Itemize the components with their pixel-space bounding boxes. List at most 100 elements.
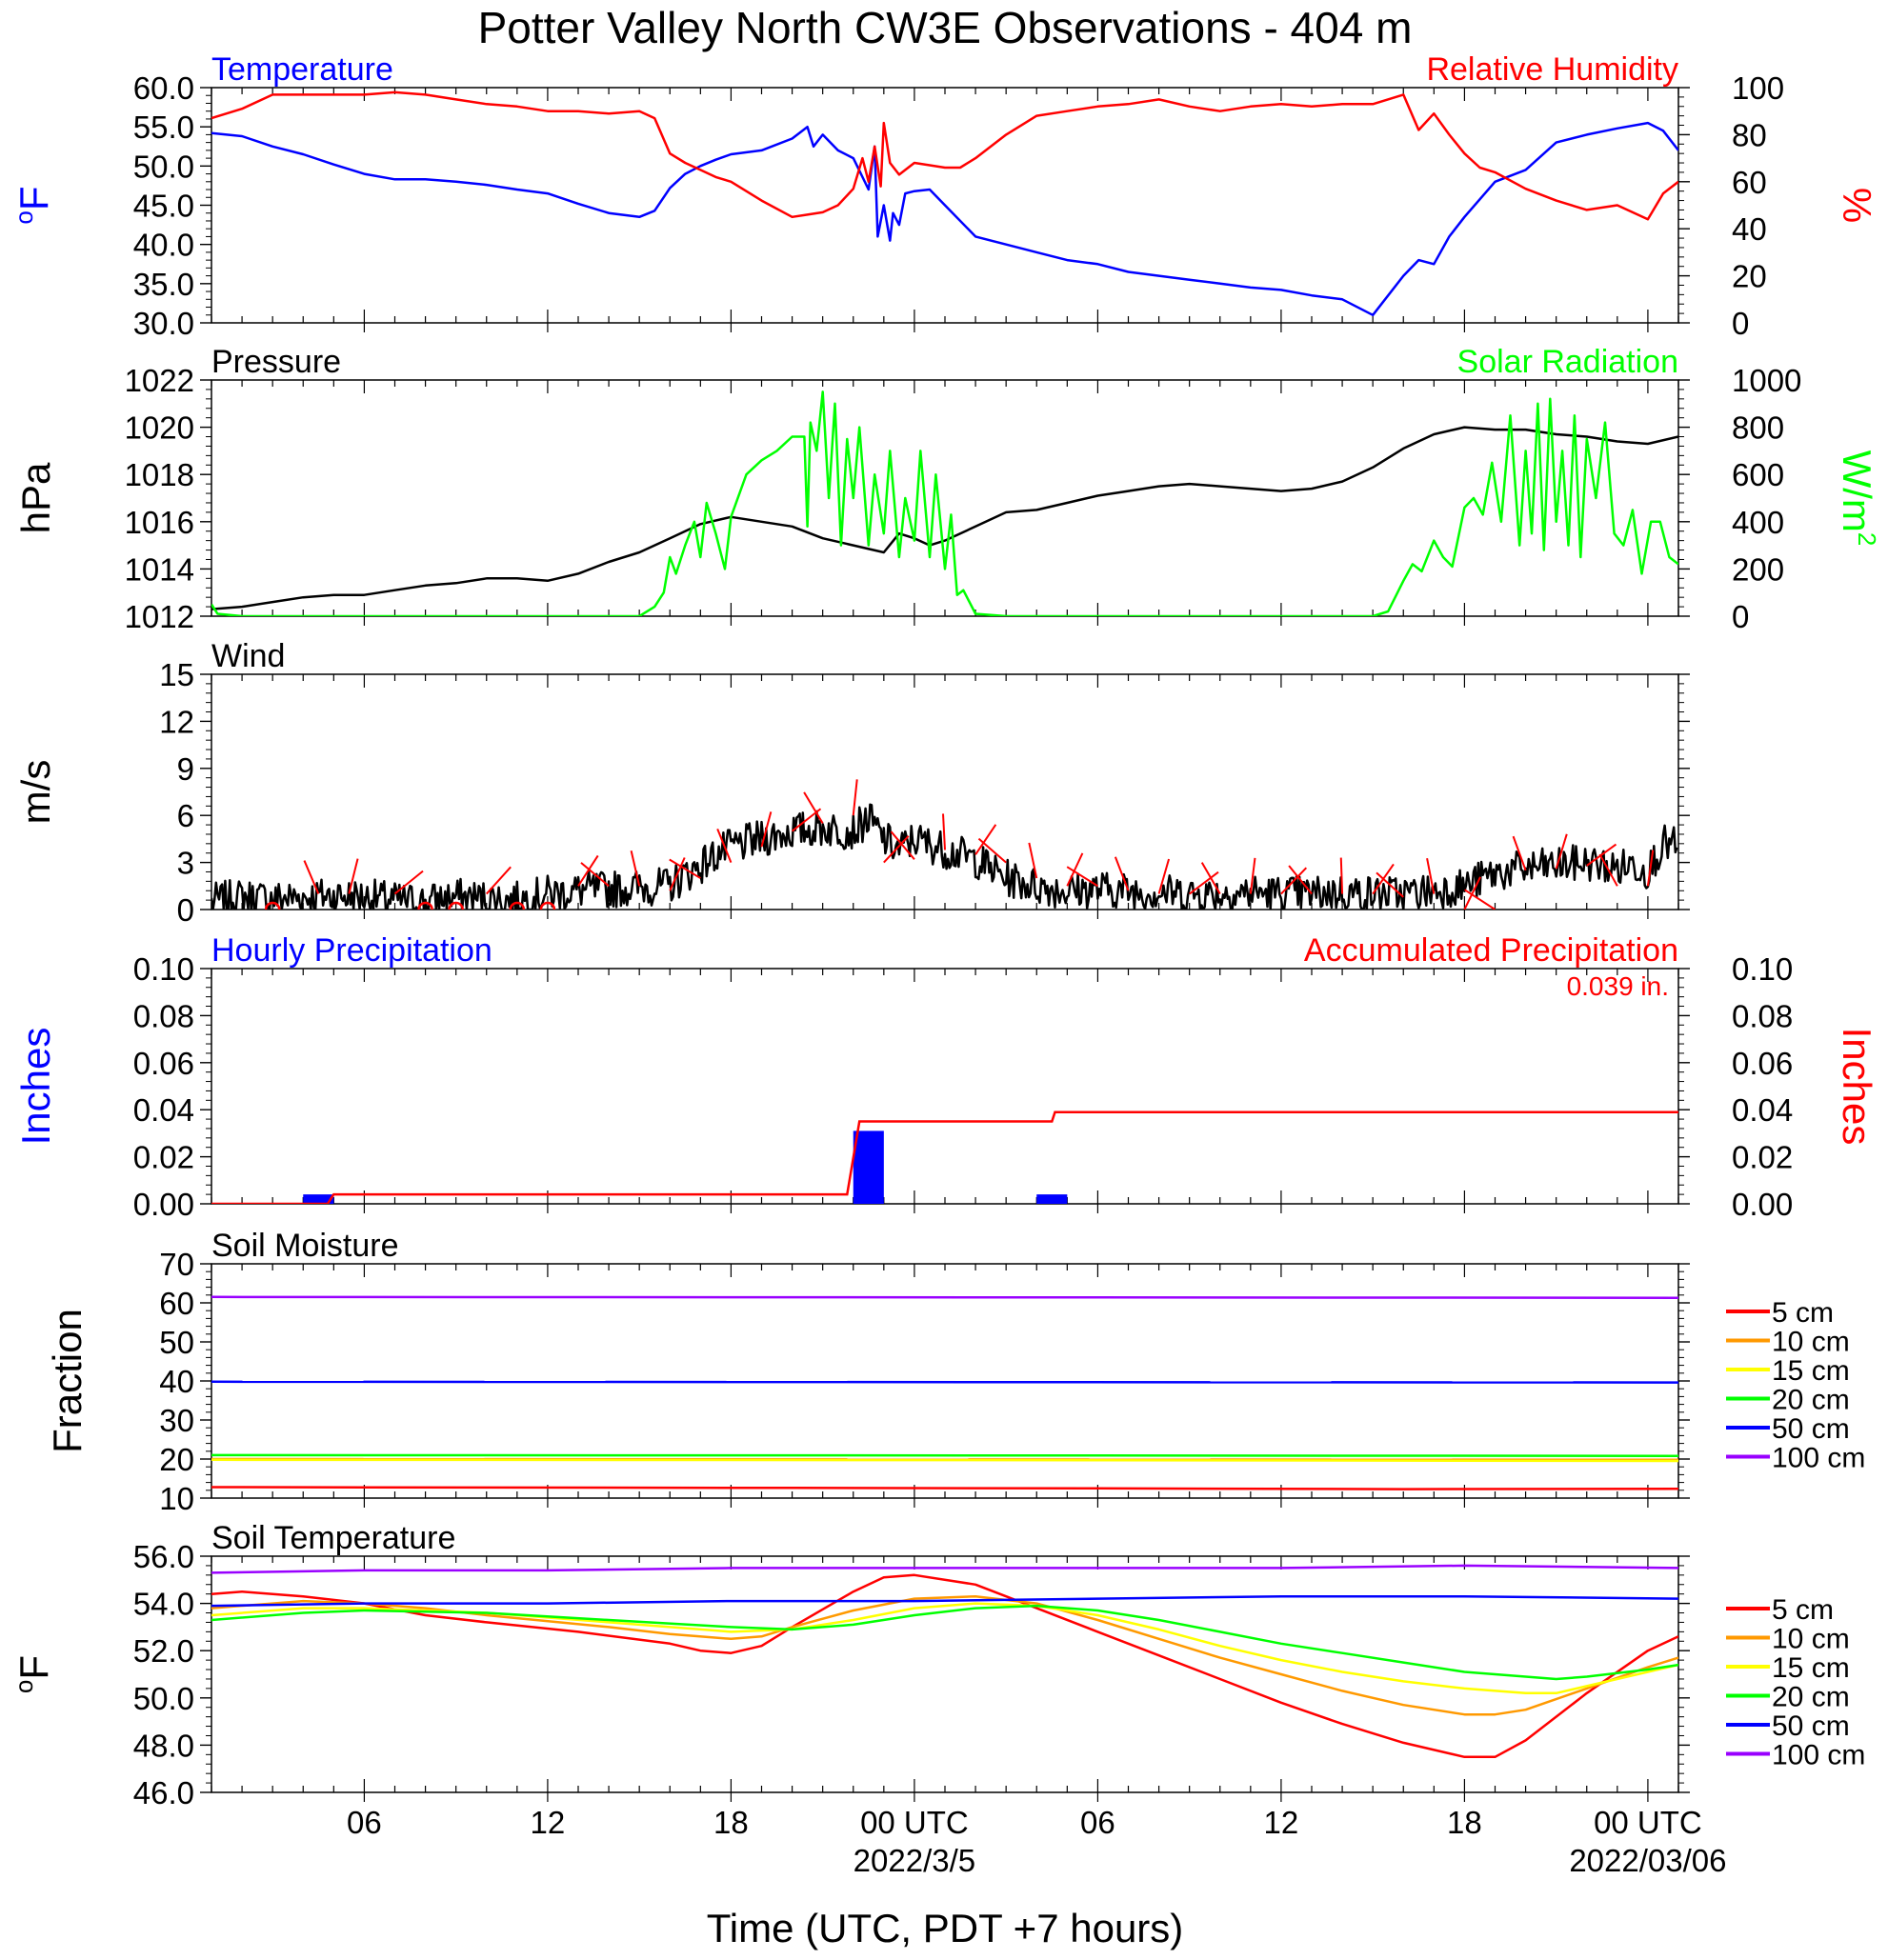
series-line (211, 1594, 1678, 1608)
y-left-tick-label: 0.04 (133, 1092, 194, 1128)
legend-label: 5 cm (1772, 1297, 1834, 1329)
x-tick-label: 06 (347, 1805, 382, 1840)
y-right-tick-label: 0.08 (1732, 998, 1793, 1033)
panel-pres-solar: 1012 1014 1016 1018 1020 1022 0 200 400 600 800 100… (13, 344, 1881, 634)
accumulated-total: 0.039 in. (1567, 971, 1669, 1001)
y-left-tick-label: 10 (159, 1481, 194, 1516)
panel-wind: 0 3 6 9 12 15 Wind m/s (13, 638, 1690, 928)
y-left-tick-label: 6 (177, 798, 194, 833)
x-tick-label: 12 (531, 1805, 566, 1840)
legend-label: 5 cm (1772, 1594, 1834, 1626)
legend-label: 15 cm (1772, 1355, 1850, 1387)
series-line (211, 1564, 1678, 1574)
wind-barb (1426, 858, 1436, 894)
wind-barb (486, 866, 512, 895)
wind-barb (852, 779, 858, 816)
series-line (211, 390, 1678, 616)
x-tick-label: 12 (1264, 1805, 1299, 1840)
plot-area (211, 779, 1678, 910)
wind-barb (1586, 843, 1617, 867)
y-left-label: hPa (13, 462, 58, 533)
series-line (211, 1573, 1678, 1759)
wind-barb-calm (264, 901, 281, 910)
series-line (211, 1458, 1678, 1463)
wind-barb (760, 811, 773, 848)
y-left-tick-label: 40 (159, 1364, 194, 1399)
x-tick-date: 2022/3/5 (854, 1843, 975, 1878)
y-left-tick-label: 55.0 (133, 110, 194, 145)
precip-bar (303, 1194, 334, 1204)
y-right-tick-label: 0.04 (1732, 1092, 1793, 1128)
y-left-label: oF (10, 186, 56, 224)
y-left-tick-label: 54.0 (133, 1587, 194, 1622)
wind-barb (1189, 870, 1219, 895)
wind-barb-calm (448, 901, 464, 910)
panel-title-left: Soil Temperature (211, 1520, 455, 1556)
y-right-tick-label: 1000 (1732, 363, 1801, 398)
y-left-tick-label: 1022 (125, 363, 194, 398)
y-right-tick-label: 0 (1732, 599, 1749, 634)
wind-barb (942, 813, 946, 850)
wind-barb (1288, 865, 1313, 895)
wind-barb-calm (509, 901, 526, 910)
y-left-tick-label: 52.0 (133, 1633, 194, 1669)
x-tick-label: 00 UTC (860, 1805, 969, 1840)
y-left-tick-label: 1012 (125, 599, 194, 634)
wind-barb (580, 862, 610, 888)
y-left-tick-label: 50 (159, 1325, 194, 1360)
wind-barb (1463, 876, 1481, 910)
panel-soil-temp: 46.0 48.0 50.0 52.0 54.0 56.0 Soil Temperature… (10, 1520, 1865, 1810)
y-left-tick-label: 0.00 (133, 1187, 194, 1222)
y-right-tick-label: 0.02 (1732, 1140, 1793, 1175)
y-left-tick-label: 48.0 (133, 1728, 194, 1763)
wind-barb (1066, 866, 1098, 888)
y-left-tick-label: 56.0 (133, 1539, 194, 1574)
series-line (211, 121, 1678, 317)
y-left-tick-label: 30 (159, 1403, 194, 1438)
legend-label: 15 cm (1772, 1652, 1850, 1684)
series-line (211, 1602, 1678, 1695)
y-left-tick-label: 60 (159, 1286, 194, 1321)
wind-barb (393, 870, 424, 895)
wind-barb (630, 850, 641, 887)
y-right-tick-label: 0.06 (1732, 1046, 1793, 1081)
y-left-label-unit: F (11, 1655, 56, 1680)
series-line (211, 1380, 1678, 1384)
y-left-tick-label: 9 (177, 751, 194, 787)
y-left-tick-label: 1016 (125, 505, 194, 540)
y-left-tick-label: 0 (177, 892, 194, 928)
panels: 30.035.040.045.050.055.060.0020406080100… (10, 51, 1881, 1810)
wind-barb (1339, 857, 1344, 894)
y-left-tick-label: 50.0 (133, 1681, 194, 1716)
series-line (211, 90, 1678, 221)
y-right-tick-label: 60 (1732, 165, 1767, 200)
wind-barb (1376, 871, 1404, 898)
y-left-tick-label: 3 (177, 846, 194, 881)
wind-barb (883, 835, 910, 864)
accumulated-line (211, 1110, 1678, 1204)
y-left-tick-label: 0.10 (133, 951, 194, 987)
panel-title-left: Temperature (211, 51, 393, 88)
x-tick-label: 18 (1447, 1805, 1482, 1840)
wind-barb (890, 830, 915, 860)
panel-title-left: Soil Moisture (211, 1228, 399, 1264)
y-left-tick-label: 1020 (125, 410, 194, 446)
y-left-tick-label: 12 (159, 704, 194, 739)
wind-barb-calm (417, 901, 433, 910)
y-left-tick-label: 35.0 (133, 267, 194, 302)
y-left-tick-label: 45.0 (133, 189, 194, 224)
legend-label: 100 cm (1772, 1740, 1865, 1771)
precip-bar (1036, 1194, 1068, 1204)
wind-barb (974, 824, 997, 855)
x-tick-date: 2022/03/06 (1569, 1843, 1726, 1878)
wind-barb (577, 854, 599, 887)
wind-barb (716, 828, 733, 863)
plot-area (211, 1564, 1678, 1759)
x-axis-label: Time (UTC, PDT +7 hours) (707, 1906, 1184, 1950)
y-right-label: Inches (1835, 1028, 1879, 1146)
wind-barb (669, 857, 686, 891)
wind-barb (1555, 833, 1568, 870)
legend-label: 20 cm (1772, 1385, 1850, 1416)
